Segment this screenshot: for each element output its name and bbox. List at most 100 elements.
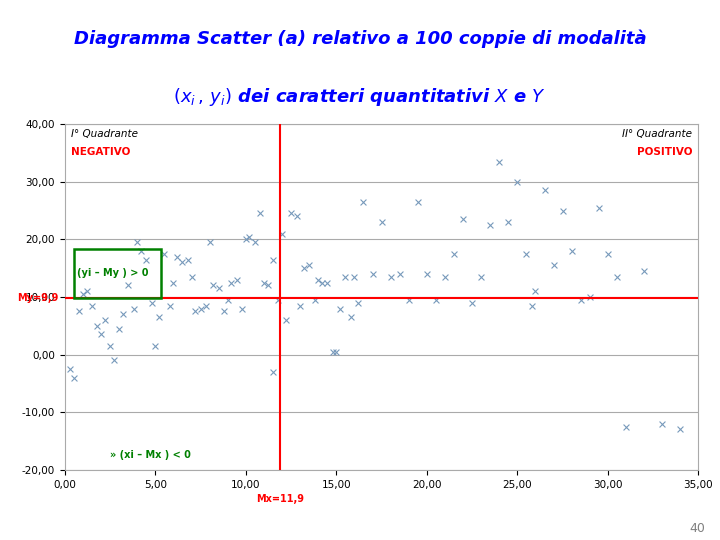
Point (255, 209, 266, 218)
Point (394, 269, 405, 278)
Point (503, 218, 514, 226)
Point (358, 198, 369, 206)
Point (195, 304, 207, 313)
Point (258, 278, 270, 287)
Text: $(x_i\,,\,y_i)$ dei caratteri quantitativi $X$ e $Y$: $(x_i\,,\,y_i)$ dei caratteri quantitati… (174, 85, 546, 107)
Point (222, 295, 233, 304)
Point (218, 307, 230, 316)
Point (557, 206, 568, 215)
Text: I° Quadrante: I° Quadrante (71, 130, 138, 139)
Point (77, 290, 89, 299)
Point (493, 157, 505, 166)
Point (449, 249, 460, 258)
Point (403, 295, 415, 304)
Point (153, 313, 165, 321)
Point (182, 255, 194, 264)
Point (620, 422, 631, 431)
Point (243, 232, 255, 241)
Point (575, 295, 587, 304)
Point (309, 295, 320, 304)
Point (485, 221, 496, 230)
Point (539, 186, 550, 195)
Point (430, 295, 441, 304)
Point (164, 301, 176, 310)
Text: II° Quadrante: II° Quadrante (622, 130, 692, 139)
Point (81, 287, 92, 295)
Point (457, 215, 469, 224)
Point (122, 281, 134, 290)
Point (132, 238, 143, 247)
Point (91, 321, 103, 330)
Point (475, 273, 487, 281)
Point (345, 313, 356, 321)
Text: 40: 40 (690, 522, 706, 535)
Point (262, 281, 274, 290)
Point (171, 252, 183, 261)
Point (104, 342, 116, 350)
Point (348, 273, 360, 281)
Point (526, 301, 538, 310)
Point (204, 238, 215, 247)
Point (128, 304, 140, 313)
Point (86, 301, 98, 310)
Text: Mx=11,9: Mx=11,9 (256, 494, 305, 504)
Text: POSITIVO: POSITIVO (636, 147, 692, 157)
Point (135, 247, 147, 255)
Point (584, 293, 595, 301)
Point (303, 261, 315, 269)
Point (512, 178, 523, 186)
Point (140, 255, 152, 264)
Point (412, 198, 423, 206)
Point (675, 425, 686, 434)
Point (548, 261, 559, 269)
Point (146, 299, 158, 307)
Point (186, 273, 197, 281)
Point (240, 235, 251, 244)
Point (231, 275, 243, 284)
Point (334, 304, 346, 313)
Point (385, 273, 397, 281)
Point (366, 269, 378, 278)
Point (68, 373, 80, 382)
Point (439, 273, 451, 281)
Point (421, 269, 433, 278)
Point (639, 267, 650, 275)
Point (330, 347, 342, 356)
Text: NEGATIVO: NEGATIVO (71, 147, 130, 157)
Point (322, 278, 333, 287)
Point (200, 301, 212, 310)
Point (65, 364, 76, 373)
Point (267, 255, 279, 264)
Point (95, 330, 107, 339)
Point (276, 230, 288, 238)
Point (236, 304, 248, 313)
Point (207, 281, 219, 290)
Point (176, 258, 188, 267)
Point (168, 278, 179, 287)
Point (225, 278, 237, 287)
Point (340, 273, 351, 281)
Text: Diagramma Scatter (a) relativo a 100 coppie di modalità: Diagramma Scatter (a) relativo a 100 cop… (73, 30, 647, 48)
Point (294, 301, 306, 310)
Point (213, 284, 225, 293)
Point (117, 310, 128, 319)
Point (298, 264, 310, 273)
Point (99, 316, 110, 325)
Point (376, 218, 387, 226)
Point (189, 307, 201, 316)
Point (108, 356, 120, 364)
Point (352, 299, 364, 307)
Point (327, 347, 338, 356)
Point (611, 273, 623, 281)
Point (267, 368, 279, 376)
Point (566, 247, 577, 255)
Point (530, 287, 541, 295)
Point (285, 209, 297, 218)
Point (521, 249, 532, 258)
Point (158, 249, 170, 258)
Point (593, 204, 605, 212)
Point (312, 275, 324, 284)
Point (280, 316, 292, 325)
Point (249, 238, 261, 247)
Point (150, 342, 161, 350)
